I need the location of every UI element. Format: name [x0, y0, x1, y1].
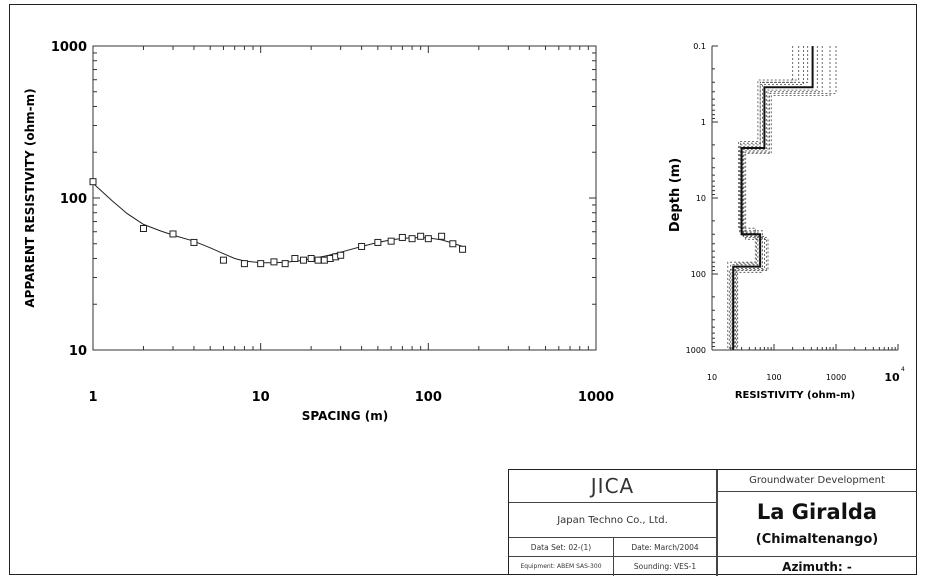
date-label: Date: March/2004 [631, 542, 699, 552]
x-axis-title: RESISTIVITY (ohm-m) [735, 390, 855, 401]
y-axis-title: Depth (m) [668, 158, 683, 232]
data-point [417, 232, 425, 240]
x-tick-label: 10 [707, 373, 717, 382]
y-tick-label: 10 [69, 344, 87, 359]
y-tick-label: 1 [701, 118, 706, 127]
title-block: JICA Japan Techno Co., Ltd. Data Set: 02… [508, 469, 917, 576]
project-name: Groundwater Development [749, 475, 885, 486]
data-point [291, 254, 299, 262]
x-tick-label: 1000 [826, 373, 846, 382]
data-point [438, 232, 446, 240]
data-point [169, 230, 177, 238]
y-tick-label: 0.1 [693, 42, 706, 51]
data-point [374, 238, 382, 246]
data-point [387, 237, 395, 245]
y-tick-label: 10 [696, 194, 706, 203]
data-set-label: Data Set: 02-(1) [530, 542, 592, 552]
best-fit-model-line [732, 46, 814, 350]
site-name: La Giralda [756, 500, 878, 524]
data-point [398, 233, 406, 241]
x-tick-label: 100 [766, 373, 781, 382]
data-point [424, 235, 432, 243]
x-axis-title: SPACING (m) [302, 409, 388, 423]
data-point [240, 260, 248, 268]
y-tick-label: 100 [691, 270, 706, 279]
data-point [281, 260, 289, 268]
data-point [459, 245, 467, 253]
equivalent-model-line [735, 46, 823, 350]
equipment-label: Equipment: ABEM SAS-300 [520, 563, 602, 570]
equivalent-model-line [727, 46, 800, 350]
equivalent-model-line [731, 46, 809, 350]
y-tick-label: 100 [60, 192, 87, 207]
client-name: JICA [590, 474, 635, 498]
equivalent-model-line [736, 46, 794, 350]
data-point [337, 251, 345, 259]
page-frame [9, 4, 917, 575]
x-tick-label: 10 [884, 371, 900, 384]
y-tick-label: 1000 [51, 40, 87, 55]
y-tick-label: 1000 [686, 346, 706, 355]
x-tick-label: 1000 [578, 390, 614, 405]
data-point [219, 256, 227, 264]
data-point [358, 242, 366, 250]
data-point [307, 254, 315, 262]
data-point [139, 225, 147, 233]
data-point [408, 235, 416, 243]
x-tick-label: 1 [88, 390, 97, 405]
x-tick-label: 100 [415, 390, 442, 405]
data-point [270, 258, 278, 266]
azimuth-label: Azimuth: - [782, 559, 852, 574]
y-axis-title: APPARENT RESISTIVITY (ohm-m) [23, 88, 37, 307]
equivalent-model-line [730, 46, 804, 350]
equivalent-model-line [728, 46, 837, 350]
region-name: (Chimaltenango) [755, 531, 879, 547]
x-tick-label: 10 [252, 390, 270, 405]
x-tick-exponent: 4 [901, 366, 905, 373]
data-point [190, 238, 198, 246]
company-name: Japan Techno Co., Ltd. [557, 514, 668, 526]
data-point [89, 178, 97, 186]
data-point [299, 256, 307, 264]
data-point [449, 240, 457, 248]
data-point [257, 260, 265, 268]
sounding-label: Sounding: VES-1 [633, 562, 697, 571]
